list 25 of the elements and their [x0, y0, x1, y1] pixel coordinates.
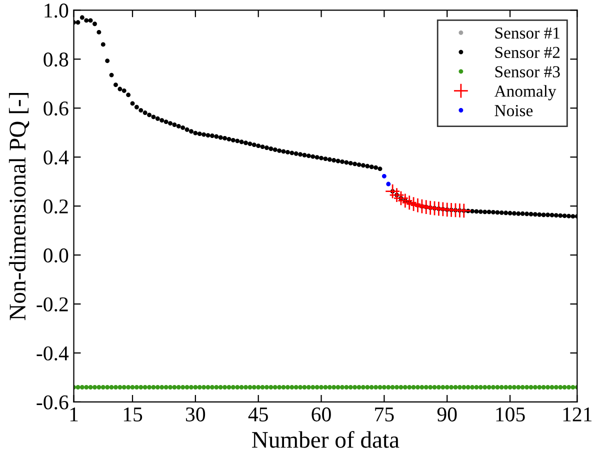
legend-label: Noise — [494, 105, 533, 116]
legend-label: Sensor #3 — [495, 66, 560, 78]
legend-label: Sensor #1 — [495, 27, 560, 39]
y-tick-label: 0.0 — [44, 248, 68, 263]
x-tick-label: 1 — [70, 408, 78, 422]
y-tick-label: 0.4 — [44, 150, 69, 165]
y-tick-label: 0.8 — [44, 52, 68, 67]
y-tick-label: -0.4 — [36, 346, 69, 360]
y-tick-label: 1.0 — [44, 4, 68, 18]
x-tick-label: 60 — [312, 407, 331, 422]
x-tick-label: 105 — [496, 407, 525, 422]
x-tick-label: 30 — [186, 407, 206, 422]
y-tick-label: -0.2 — [36, 297, 68, 312]
legend-label: Sensor #2 — [495, 46, 560, 58]
x-tick-label: 90 — [437, 407, 457, 422]
x-axis-title: Number of data — [252, 431, 400, 448]
x-tick-label: 15 — [124, 408, 142, 422]
y-tick-label: 0.6 — [44, 101, 68, 116]
y-axis-title: Non-dimensional PQ [-] — [8, 93, 30, 320]
y-tick-label: -0.6 — [36, 395, 68, 410]
legend-label: Anomaly — [494, 85, 556, 100]
x-tick-label: 121 — [563, 407, 592, 422]
x-tick-label: 45 — [248, 408, 268, 422]
x-tick-label: 75 — [375, 408, 394, 422]
y-tick-label: 0.2 — [44, 199, 68, 214]
